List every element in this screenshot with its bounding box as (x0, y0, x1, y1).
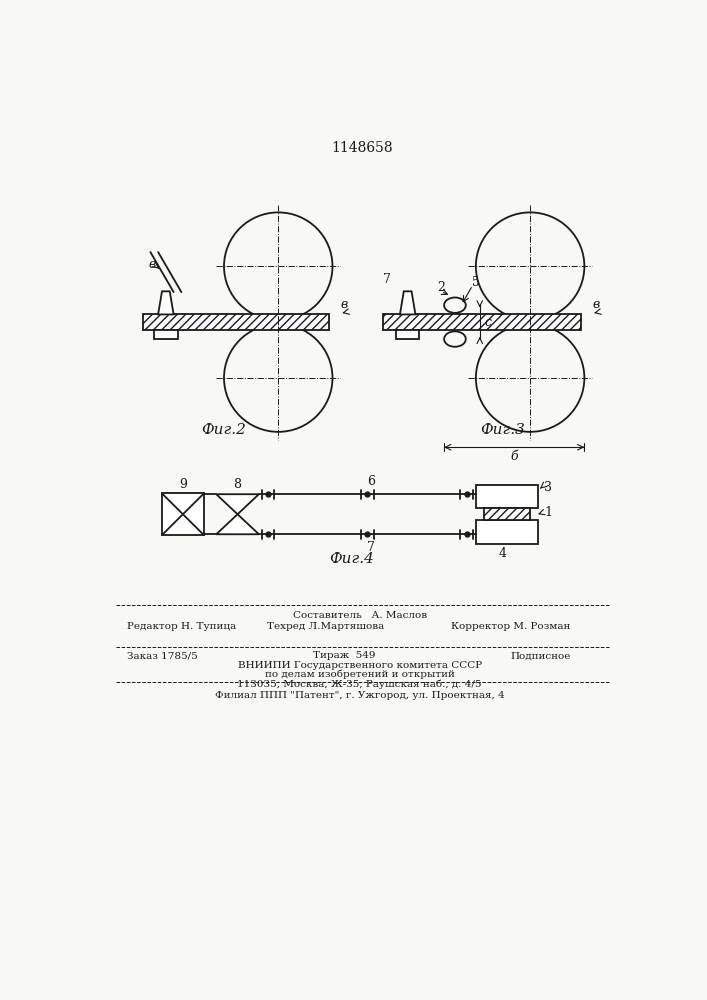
Text: Заказ 1785/5: Заказ 1785/5 (127, 651, 198, 660)
Text: в: в (148, 258, 156, 271)
Text: ВНИИПИ Государственного комитета СССР: ВНИИПИ Государственного комитета СССР (238, 661, 481, 670)
Text: с: с (484, 316, 491, 329)
Text: Редактор Н. Тупица: Редактор Н. Тупица (127, 622, 236, 631)
Text: 113035, Москва, Ж-35, Раушская наб., д. 4/5: 113035, Москва, Ж-35, Раушская наб., д. … (238, 679, 482, 689)
Bar (476, 520, 538, 544)
Text: б: б (510, 450, 518, 463)
Text: 4: 4 (499, 547, 507, 560)
Text: Корректор М. Розман: Корректор М. Розман (451, 622, 571, 631)
Bar (396, 330, 419, 339)
Text: Фиг.4: Фиг.4 (329, 552, 374, 566)
Text: Тираж  549: Тираж 549 (313, 651, 375, 660)
Bar (476, 485, 538, 508)
Bar (154, 330, 177, 339)
Text: Составитель   А. Маслов: Составитель А. Маслов (293, 611, 427, 620)
Text: Фиг.2: Фиг.2 (201, 423, 247, 437)
Polygon shape (216, 494, 259, 514)
Text: 8: 8 (233, 478, 242, 491)
Text: 9: 9 (179, 478, 187, 491)
Text: в: в (592, 298, 600, 311)
Polygon shape (158, 291, 174, 314)
Bar (484, 508, 530, 520)
Text: Техред Л.Мартяшова: Техред Л.Мартяшова (267, 622, 384, 631)
Text: Филиал ППП "Патент", г. Ужгород, ул. Проектная, 4: Филиал ППП "Патент", г. Ужгород, ул. Про… (215, 691, 504, 700)
Text: 1148658: 1148658 (331, 141, 393, 155)
Text: 5: 5 (472, 276, 480, 289)
Text: Подписное: Подписное (510, 651, 571, 660)
Polygon shape (400, 291, 416, 314)
Text: 3: 3 (544, 481, 552, 494)
Text: Фиг.3: Фиг.3 (481, 423, 525, 437)
Text: 7: 7 (368, 541, 375, 554)
Bar (143, 314, 329, 330)
Text: 7: 7 (382, 273, 391, 286)
Text: в: в (340, 298, 348, 311)
Bar (383, 314, 580, 330)
Text: 2: 2 (437, 281, 445, 294)
Text: по делам изобретений и открытий: по делам изобретений и открытий (264, 670, 455, 679)
Bar (162, 493, 204, 535)
Polygon shape (216, 514, 259, 534)
Text: 6: 6 (367, 475, 375, 488)
Text: 1: 1 (544, 506, 552, 519)
